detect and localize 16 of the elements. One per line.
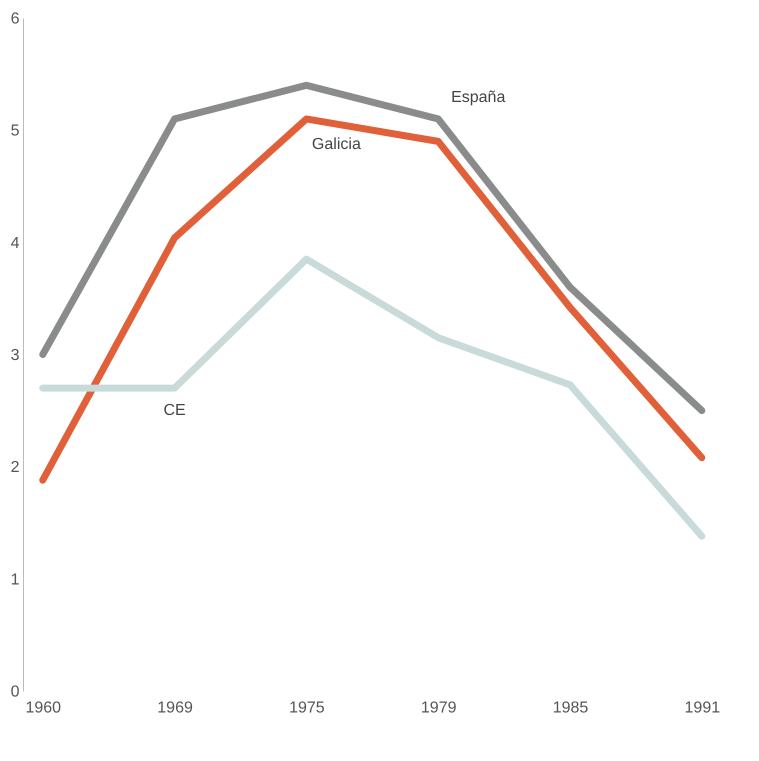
y-tick-label: 5	[10, 122, 20, 140]
x-tick-label: 1969	[157, 700, 193, 716]
y-tick-label: 3	[10, 347, 20, 364]
x-tick-label: 1960	[25, 700, 62, 716]
series-label: Galicia	[312, 136, 361, 153]
x-tick-label: 1979	[420, 700, 457, 716]
x-tick-label: 1985	[552, 700, 588, 716]
series-label: España	[451, 88, 506, 106]
y-tick-label: 2	[10, 459, 20, 476]
y-tick-label: 1	[10, 571, 20, 588]
y-tick-label: 4	[10, 234, 20, 252]
y-tick-label: 0	[10, 684, 20, 700]
x-tick-label: 1975	[289, 700, 325, 716]
x-tick-label: 1991	[684, 700, 720, 716]
y-tick-label: 6	[10, 10, 20, 28]
series-label: CE	[163, 402, 186, 420]
